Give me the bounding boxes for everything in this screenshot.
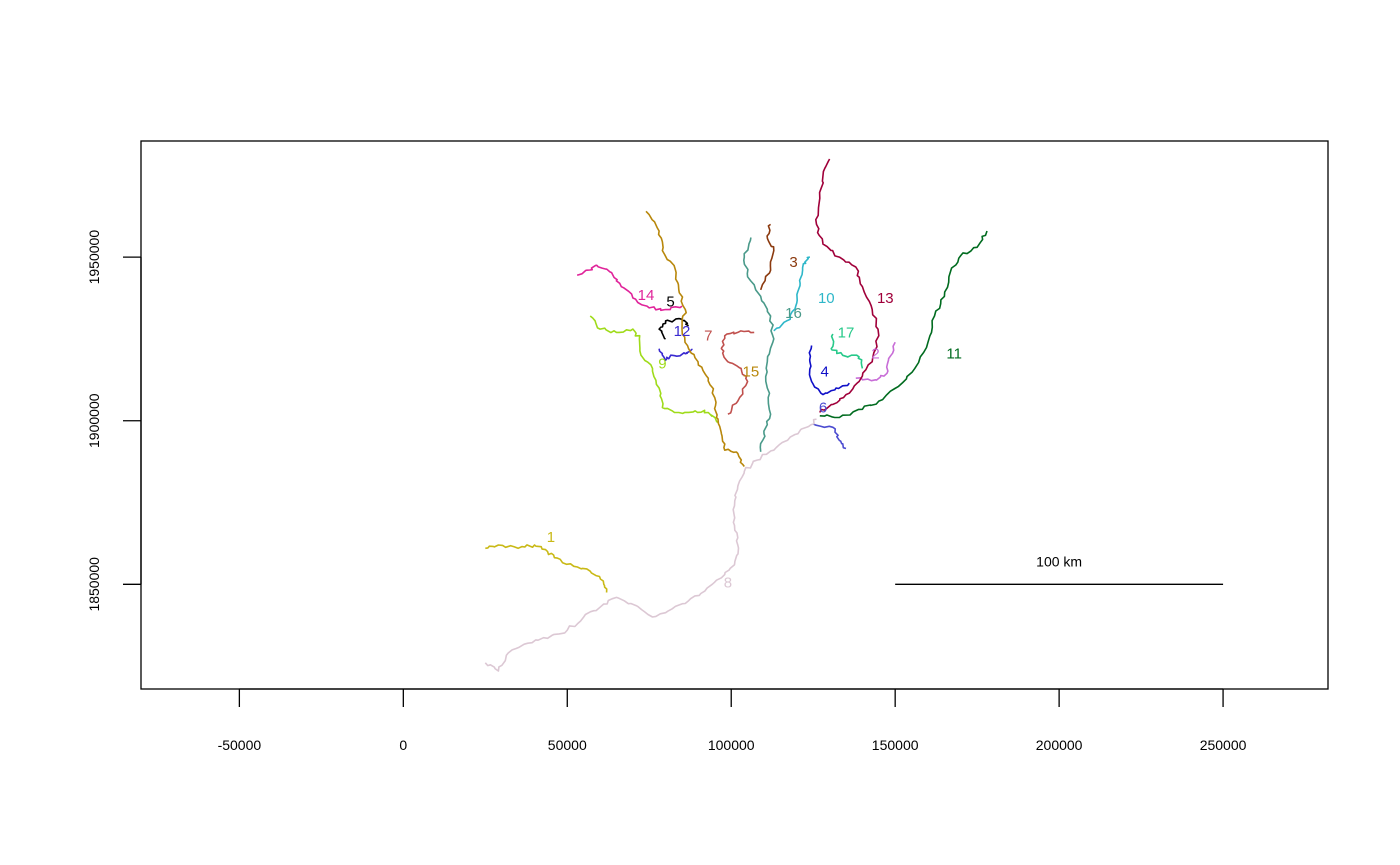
plot-frame — [140, 140, 1329, 690]
river-reach-8 — [484, 418, 817, 672]
river-reach-14 — [577, 264, 683, 312]
reach-label-16: 16 — [785, 305, 802, 322]
river-reach-5 — [658, 317, 689, 340]
y-tick-label: 1850000 — [86, 557, 102, 612]
reach-label-13: 13 — [877, 290, 894, 307]
river-reach-15 — [645, 210, 745, 467]
river-reach-17 — [830, 333, 864, 369]
reach-label-5: 5 — [666, 293, 674, 310]
reach-label-6: 6 — [819, 400, 827, 417]
reach-label-7: 7 — [704, 328, 712, 345]
x-tick-label: -50000 — [218, 737, 262, 753]
river-reach-2 — [855, 341, 896, 382]
reach-label-3: 3 — [789, 254, 797, 271]
river-reach-11 — [819, 230, 988, 419]
x-tick-label: 150000 — [872, 737, 919, 753]
river-reach-1 — [485, 544, 608, 593]
reach-label-8: 8 — [724, 575, 732, 592]
reach-label-17: 17 — [838, 324, 855, 341]
river-reach-12 — [658, 348, 693, 361]
scale-bar: 100 km — [895, 553, 1224, 585]
reach-label-2: 2 — [871, 346, 879, 363]
reach-label-10: 10 — [818, 290, 835, 307]
y-tick-label: 1900000 — [86, 393, 102, 448]
reach-label-9: 9 — [658, 356, 666, 373]
reach-label-11: 11 — [946, 346, 962, 363]
river-reach-7 — [720, 330, 755, 415]
river-reach-6 — [812, 423, 847, 450]
river-reach-9 — [589, 315, 719, 424]
y-axis: 1850000 1900000 1950000 — [86, 230, 142, 612]
scale-bar-label: 100 km — [1036, 553, 1082, 569]
reach-label-15: 15 — [743, 364, 760, 381]
x-tick-label: 250000 — [1200, 737, 1247, 753]
river-reaches — [484, 158, 988, 672]
x-tick-label: 100000 — [708, 737, 755, 753]
river-reach-10 — [773, 256, 811, 332]
river-reach-4 — [808, 345, 850, 396]
x-axis: -50000 0 50000 100000 150000 200000 250000 — [218, 688, 1247, 753]
river-reach-3 — [759, 223, 775, 291]
river-reach-16 — [743, 237, 775, 452]
river-reach-13 — [815, 158, 880, 413]
reach-label-4: 4 — [821, 364, 829, 381]
x-tick-label: 200000 — [1036, 737, 1083, 753]
reach-label-1: 1 — [547, 529, 555, 546]
y-tick-label: 1950000 — [86, 230, 102, 285]
reach-label-12: 12 — [674, 323, 691, 340]
reach-label-14: 14 — [638, 287, 655, 304]
x-tick-label: 50000 — [548, 737, 587, 753]
x-tick-label: 0 — [399, 737, 407, 753]
